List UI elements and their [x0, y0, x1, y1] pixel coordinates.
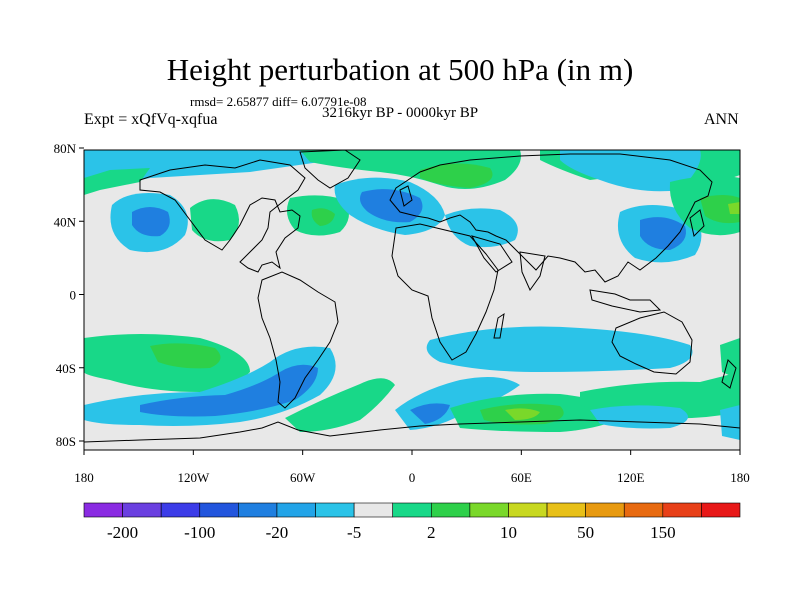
colorbar-label: -5 [347, 523, 361, 542]
lon-tick-label: 120W [177, 470, 210, 485]
colorbar-swatch [238, 502, 278, 518]
africa-coast [391, 223, 499, 361]
anomaly-region [285, 378, 395, 432]
lon-tick-label: 180 [730, 470, 750, 485]
uk-coast [399, 185, 413, 207]
colorbar-label: -200 [107, 523, 138, 542]
colorbar-swatch [199, 502, 239, 518]
japan-coast [689, 209, 705, 237]
colorbar-swatch [469, 502, 509, 518]
anomaly-region [84, 168, 150, 195]
colorbar-swatch [276, 502, 316, 518]
antarctica-coast [84, 419, 740, 443]
anomaly-region [700, 195, 740, 224]
chart-title: Height perturbation at 500 hPa (in m) [166, 52, 634, 87]
colorbar-swatch [430, 502, 471, 518]
lat-tick-label: 80S [56, 434, 76, 449]
latitude-axis: 80N 40N 0 40S 80S [54, 141, 84, 449]
australia-coast [611, 311, 693, 375]
colorbar-label: -100 [184, 523, 215, 542]
anomaly-region [190, 199, 239, 242]
experiment-label: Expt = xQfVq-xqfua [84, 111, 218, 128]
greenland-coast [299, 150, 361, 189]
lon-tick-label: 120E [617, 470, 645, 485]
anomaly-region [420, 163, 493, 188]
colorbar-swatch [315, 502, 355, 518]
lat-tick-label: 40S [56, 361, 76, 376]
arabia-coast [470, 235, 513, 273]
colorbar-swatch [160, 502, 201, 518]
colorbar-swatch [508, 502, 548, 518]
period-label: 3216kyr BP - 0000kyr BP [321, 105, 479, 121]
lon-tick-label: 60W [290, 470, 316, 485]
anomaly-region [150, 343, 221, 369]
anomaly-region [140, 364, 318, 417]
anomaly-region [426, 326, 693, 372]
rmsd-stats: rmsd= 2.65877 diff= 6.07791e-08 [190, 94, 367, 109]
south-america-coast [257, 271, 339, 409]
maritime-continent-coast [589, 289, 662, 313]
anomaly-region [132, 207, 170, 237]
lon-tick-label: 60E [511, 470, 532, 485]
map-panel [83, 149, 741, 451]
north-america-coast [139, 159, 306, 273]
anomaly-region [410, 403, 450, 424]
india-coast [519, 251, 546, 292]
colorbar-swatch [83, 502, 123, 518]
colorbar-swatch [662, 502, 702, 518]
coastlines [84, 150, 740, 443]
colorbar-swatch [392, 502, 432, 518]
colorbar-label: 2 [427, 523, 436, 542]
anomaly-region [311, 208, 335, 226]
anomaly-region [728, 202, 740, 214]
anomaly-region [560, 150, 701, 192]
lon-tick-label: 180 [74, 470, 94, 485]
lat-tick-label: 80N [54, 141, 77, 156]
madagascar-coast [493, 312, 505, 339]
eurasia-coast [389, 153, 713, 283]
new-zealand-coast [721, 359, 737, 389]
colorbar-swatch [546, 502, 586, 518]
lon-tick-label: 0 [409, 470, 416, 485]
colorbar-swatch [122, 502, 162, 518]
anomaly-region [640, 217, 686, 250]
anomaly-region [505, 408, 540, 420]
colorbar-swatch [585, 502, 625, 518]
colorbar-swatch [623, 502, 664, 518]
colorbar-label: 10 [500, 523, 517, 542]
colorbar-label: 50 [577, 523, 594, 542]
longitude-axis: 180 120W 60W 0 60E 120E 180 [74, 450, 750, 485]
season-label: ANN [704, 111, 739, 128]
lat-tick-label: 40N [54, 214, 77, 229]
lat-tick-label: 0 [70, 288, 77, 303]
colorbar: -200 -100 -20 -5 2 10 50 150 [83, 502, 741, 542]
anomaly-region [720, 405, 740, 440]
colorbar-label: 150 [650, 523, 676, 542]
colorbar-swatch [701, 502, 741, 518]
colorbar-label: -20 [266, 523, 289, 542]
colorbar-swatch [353, 502, 394, 518]
